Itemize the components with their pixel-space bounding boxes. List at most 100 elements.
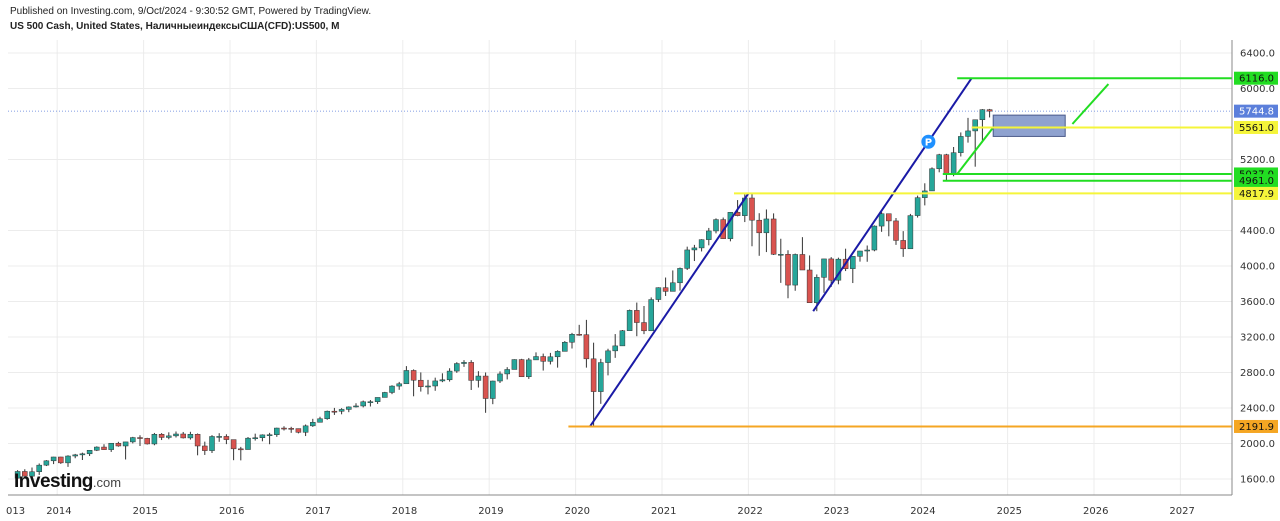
candle-body bbox=[864, 249, 870, 252]
candle-body bbox=[893, 220, 899, 241]
candle bbox=[526, 357, 532, 379]
x-tick-label: 2026 bbox=[1083, 506, 1108, 517]
logo-word: Investing bbox=[14, 471, 93, 492]
candle-body bbox=[655, 287, 662, 300]
candle-body bbox=[691, 247, 698, 251]
x-tick-label: 2023 bbox=[824, 506, 849, 517]
candle-body bbox=[223, 436, 230, 440]
candle-body bbox=[108, 442, 114, 450]
candle-body bbox=[972, 119, 978, 132]
candle bbox=[626, 309, 633, 331]
candle-body bbox=[886, 213, 892, 222]
candle bbox=[569, 332, 575, 349]
candle-body bbox=[403, 370, 410, 385]
y-tick-label: 2800.0 bbox=[1240, 368, 1275, 379]
candle bbox=[151, 432, 158, 446]
x-tick-label: 2024 bbox=[910, 506, 935, 517]
candle-body bbox=[396, 383, 402, 387]
candle-body bbox=[583, 334, 590, 360]
candle-body bbox=[101, 446, 107, 450]
candle bbox=[216, 433, 222, 442]
candle bbox=[511, 359, 518, 370]
candle bbox=[684, 246, 690, 270]
price-level-labels: 6116.05744.85561.05037.04961.04817.92191… bbox=[1234, 71, 1278, 433]
candle bbox=[389, 385, 395, 395]
candle-body bbox=[367, 401, 374, 403]
x-tick-label: 2018 bbox=[392, 506, 417, 517]
candle-body bbox=[878, 213, 885, 227]
candle-body bbox=[410, 370, 417, 381]
candle-body bbox=[814, 277, 820, 303]
candle-body bbox=[310, 422, 316, 427]
candle bbox=[648, 297, 654, 332]
x-tick-label: 2017 bbox=[305, 506, 330, 517]
published-line: Published on Investing.com, 9/Oct/2024 -… bbox=[10, 6, 372, 17]
candle-body bbox=[302, 425, 309, 433]
candle-body bbox=[130, 437, 136, 443]
candle-body bbox=[706, 230, 712, 240]
logo-suffix: .com bbox=[92, 475, 122, 490]
investing-logo: Investing.com bbox=[14, 471, 121, 493]
candle bbox=[122, 441, 129, 460]
candle-body bbox=[382, 392, 388, 398]
x-tick-label: 2014 bbox=[46, 506, 71, 517]
candle bbox=[346, 406, 352, 413]
candle bbox=[619, 329, 626, 347]
candle bbox=[374, 397, 381, 404]
candle bbox=[461, 360, 467, 367]
candle-body bbox=[468, 362, 474, 381]
candle-body bbox=[504, 369, 510, 375]
candle bbox=[778, 238, 784, 283]
price-level-value: 5561.0 bbox=[1239, 123, 1274, 134]
candle-body bbox=[576, 333, 582, 336]
candle bbox=[173, 431, 179, 438]
candle-body bbox=[202, 445, 208, 451]
candle-body bbox=[454, 363, 460, 372]
candle bbox=[979, 109, 986, 142]
candle bbox=[324, 410, 330, 420]
candle-body bbox=[475, 375, 482, 381]
candle-body bbox=[166, 435, 172, 438]
y-tick-label: 4400.0 bbox=[1240, 226, 1275, 237]
candle bbox=[598, 358, 604, 404]
candle-body bbox=[65, 455, 71, 464]
candle-body bbox=[929, 168, 935, 192]
candle bbox=[871, 225, 878, 252]
candle-body bbox=[958, 136, 964, 153]
candle bbox=[540, 353, 546, 371]
candle-body bbox=[22, 471, 28, 477]
candle-body bbox=[266, 434, 273, 436]
candle-body bbox=[526, 359, 532, 378]
candle bbox=[907, 213, 914, 250]
candle-body bbox=[533, 356, 539, 361]
candle bbox=[310, 418, 316, 427]
candle-body bbox=[353, 405, 359, 408]
candle bbox=[130, 436, 136, 444]
price-level-value: 4961.0 bbox=[1239, 176, 1274, 187]
candle bbox=[864, 245, 870, 262]
price-level-value: 4817.9 bbox=[1239, 189, 1274, 200]
candle-body bbox=[986, 109, 993, 112]
candle bbox=[14, 470, 21, 479]
price-level-tag bbox=[1234, 120, 1278, 134]
candle-body bbox=[482, 375, 489, 399]
y-tick-label: 4000.0 bbox=[1240, 262, 1275, 273]
p-marker[interactable] bbox=[921, 134, 936, 149]
axes: 6400.0 6000.0 5200.0 4400.0 4000.0 3600.0 3200… bbox=[6, 40, 1275, 517]
candle bbox=[929, 167, 935, 192]
price-level-tag bbox=[1234, 186, 1278, 200]
candle-body bbox=[648, 299, 654, 332]
candle-body bbox=[612, 345, 618, 352]
trendline bbox=[589, 192, 750, 428]
candle bbox=[468, 360, 474, 390]
candle bbox=[50, 456, 57, 465]
candle-body bbox=[446, 370, 453, 381]
candle bbox=[792, 253, 798, 291]
candle bbox=[576, 324, 582, 336]
candle-body bbox=[151, 434, 158, 445]
candle bbox=[180, 431, 186, 439]
candle-body bbox=[281, 427, 287, 430]
candle-body bbox=[252, 437, 258, 439]
candle-body bbox=[230, 439, 237, 450]
